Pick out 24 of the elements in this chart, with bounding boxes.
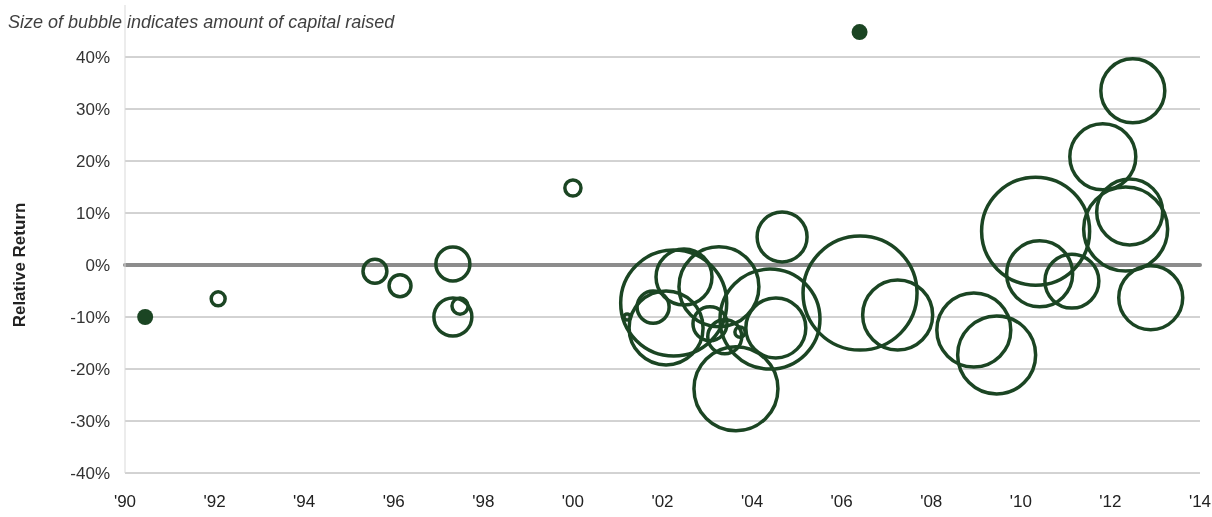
chart-subtitle: Size of bubble indicates amount of capital raised (8, 12, 396, 32)
x-tick-label: '14 (1188, 492, 1212, 511)
y-tick-label: -40% (70, 463, 110, 483)
x-tick-label: '98 (472, 492, 495, 511)
y-tick-label: 20% (75, 151, 110, 171)
x-tick-label: '12 (1099, 492, 1122, 511)
x-tick-label: '94 (293, 492, 316, 511)
x-tick-label: '96 (382, 492, 405, 511)
y-tick-label: -10% (70, 307, 110, 327)
x-tick-label: '92 (203, 492, 226, 511)
x-tick-label: '10 (1009, 492, 1032, 511)
x-tick-label: '02 (651, 492, 674, 511)
y-tick-label: -30% (70, 411, 110, 431)
x-tick-label: '04 (741, 492, 764, 511)
x-tick-label: '06 (830, 492, 853, 511)
x-tick-label: '08 (920, 492, 943, 511)
x-tick-label: '90 (113, 492, 137, 511)
y-tick-label: 0% (85, 255, 110, 275)
y-tick-label: -20% (70, 359, 110, 379)
y-axis-title: Relative Return (10, 202, 29, 328)
x-tick-label: '00 (561, 492, 584, 511)
y-tick-label: 30% (75, 99, 110, 119)
y-tick-label: 40% (75, 47, 110, 67)
y-tick-label: 10% (75, 203, 110, 223)
